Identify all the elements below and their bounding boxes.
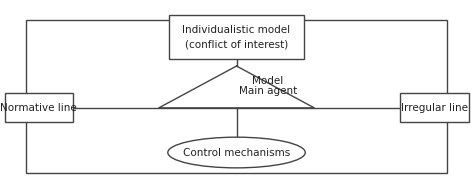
Text: Control mechanisms: Control mechanisms	[183, 147, 290, 158]
Text: Main agent: Main agent	[239, 86, 297, 96]
Bar	[26, 20, 447, 173]
Bar	[400, 94, 468, 122]
Text: Model: Model	[252, 76, 283, 86]
Bar	[5, 94, 73, 122]
Text: Normative line: Normative line	[0, 103, 77, 113]
Text: Individualistic model
(conflict of interest): Individualistic model (conflict of inter…	[182, 25, 291, 49]
Bar	[169, 15, 304, 59]
Ellipse shape	[168, 137, 305, 168]
Text: Irregular line: Irregular line	[401, 103, 468, 113]
